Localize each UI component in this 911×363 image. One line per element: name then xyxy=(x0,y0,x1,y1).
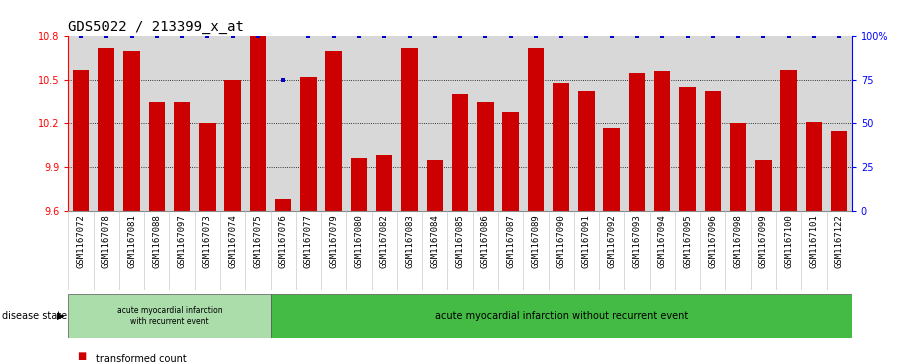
Bar xyxy=(123,51,139,211)
Text: GSM1167082: GSM1167082 xyxy=(380,215,389,268)
Text: GSM1167074: GSM1167074 xyxy=(228,215,237,268)
Text: GSM1167083: GSM1167083 xyxy=(405,215,414,268)
Bar xyxy=(200,123,216,211)
Bar xyxy=(680,87,696,211)
Bar xyxy=(704,91,721,211)
Text: GSM1167093: GSM1167093 xyxy=(632,215,641,268)
Text: GSM1167072: GSM1167072 xyxy=(77,215,86,268)
Text: GSM1167086: GSM1167086 xyxy=(481,215,490,268)
Text: GSM1167101: GSM1167101 xyxy=(809,215,818,268)
Text: GSM1167089: GSM1167089 xyxy=(531,215,540,268)
Bar xyxy=(755,160,772,211)
Bar xyxy=(351,158,367,211)
Bar xyxy=(98,48,115,211)
Bar xyxy=(654,71,670,211)
Bar xyxy=(578,91,595,211)
Bar xyxy=(73,70,89,211)
Bar xyxy=(603,128,619,211)
Text: transformed count: transformed count xyxy=(96,354,187,363)
Text: GSM1167088: GSM1167088 xyxy=(152,215,161,268)
Bar xyxy=(376,155,393,211)
Bar xyxy=(325,51,342,211)
Text: GSM1167096: GSM1167096 xyxy=(708,215,717,268)
Text: GSM1167095: GSM1167095 xyxy=(683,215,692,268)
Text: GSM1167091: GSM1167091 xyxy=(582,215,591,268)
Text: GSM1167122: GSM1167122 xyxy=(834,215,844,268)
Bar xyxy=(250,36,266,211)
Bar xyxy=(805,122,822,211)
Text: GSM1167099: GSM1167099 xyxy=(759,215,768,268)
Text: ▶: ▶ xyxy=(56,311,64,321)
Text: GSM1167084: GSM1167084 xyxy=(430,215,439,268)
Bar xyxy=(629,73,645,211)
Bar xyxy=(402,48,418,211)
Bar xyxy=(831,131,847,211)
Text: GSM1167100: GSM1167100 xyxy=(784,215,793,268)
Text: GSM1167079: GSM1167079 xyxy=(329,215,338,268)
Text: GSM1167085: GSM1167085 xyxy=(456,215,465,268)
Text: GSM1167097: GSM1167097 xyxy=(178,215,187,268)
Text: GSM1167087: GSM1167087 xyxy=(507,215,515,268)
Bar xyxy=(271,294,852,338)
Text: GSM1167092: GSM1167092 xyxy=(608,215,616,268)
Text: GSM1167075: GSM1167075 xyxy=(253,215,262,268)
Bar xyxy=(301,77,317,211)
Text: ■: ■ xyxy=(77,351,87,362)
Bar xyxy=(174,102,190,211)
Bar xyxy=(452,94,468,211)
Bar xyxy=(68,294,271,338)
Text: acute myocardial infarction without recurrent event: acute myocardial infarction without recu… xyxy=(435,311,688,321)
Bar xyxy=(527,48,544,211)
Text: GSM1167081: GSM1167081 xyxy=(127,215,136,268)
Bar xyxy=(148,102,165,211)
Text: GSM1167080: GSM1167080 xyxy=(354,215,363,268)
Bar xyxy=(781,70,797,211)
Bar xyxy=(553,83,569,211)
Text: GSM1167078: GSM1167078 xyxy=(102,215,111,268)
Text: GSM1167098: GSM1167098 xyxy=(733,215,742,268)
Text: GSM1167094: GSM1167094 xyxy=(658,215,667,268)
Text: acute myocardial infarction
with recurrent event: acute myocardial infarction with recurre… xyxy=(117,306,222,326)
Bar xyxy=(502,112,519,211)
Text: GSM1167073: GSM1167073 xyxy=(203,215,212,268)
Text: GDS5022 / 213399_x_at: GDS5022 / 213399_x_at xyxy=(68,20,244,34)
Text: GSM1167090: GSM1167090 xyxy=(557,215,566,268)
Bar xyxy=(730,123,746,211)
Text: disease state: disease state xyxy=(2,311,67,321)
Bar xyxy=(224,80,241,211)
Bar xyxy=(477,102,494,211)
Text: GSM1167076: GSM1167076 xyxy=(279,215,288,268)
Bar xyxy=(426,160,443,211)
Bar xyxy=(275,199,292,211)
Text: GSM1167077: GSM1167077 xyxy=(304,215,312,268)
